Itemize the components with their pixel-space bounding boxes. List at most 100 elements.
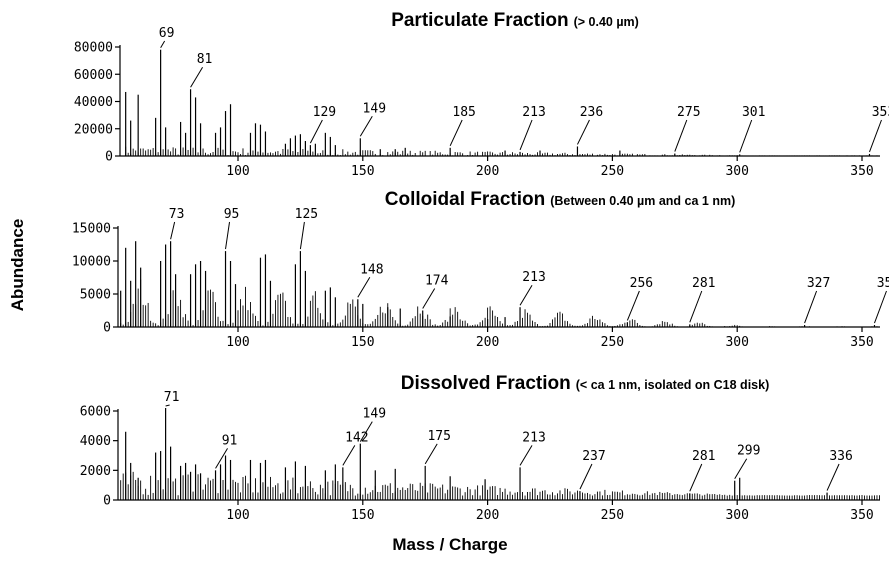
peak-label: 237: [582, 449, 605, 464]
peak-label: 301: [742, 105, 765, 120]
y-tick-label: 5000: [80, 288, 111, 303]
peak-label: 281: [692, 276, 715, 291]
x-tick-label: 100: [226, 508, 249, 523]
x-tick-label: 250: [601, 164, 624, 179]
peak-label: 275: [677, 105, 700, 120]
peak-leader-line: [689, 463, 703, 492]
y-tick-label: 40000: [74, 95, 113, 110]
peak-label: 355: [877, 276, 889, 291]
peak-leader-line: [519, 284, 533, 306]
x-tick-label: 350: [850, 335, 873, 350]
x-tick-label: 300: [725, 164, 748, 179]
x-tick-label: 300: [725, 335, 748, 350]
peak-label: 213: [522, 430, 545, 445]
peak-leader-line: [309, 119, 323, 144]
peak-leader-line: [359, 421, 373, 442]
peak-leader-line: [739, 119, 753, 153]
panel-title-3: Dissolved Fraction (< ca 1 nm, isolated o…: [401, 373, 769, 394]
x-tick-label: 200: [476, 164, 499, 179]
peak-label: 336: [829, 449, 852, 464]
peak-label: 149: [363, 407, 386, 422]
peak-label: 91: [222, 433, 238, 448]
panel-title-1: Particulate Fraction (> 0.40 µm): [391, 10, 639, 31]
y-tick-label: 80000: [74, 41, 113, 56]
panel-subtitle-text: (Between 0.40 µm and ca 1 nm): [550, 194, 735, 208]
peak-label: 236: [580, 105, 603, 120]
panel-title-2: Colloidal Fraction (Between 0.40 µm and c…: [385, 189, 736, 210]
y-tick-label: 6000: [80, 405, 111, 420]
peak-leader-line: [577, 119, 590, 145]
panel-title-text: Particulate Fraction: [391, 10, 568, 31]
peak-leader-line: [357, 277, 371, 298]
peak-label: 299: [737, 444, 760, 459]
peak-leader-line: [165, 404, 170, 407]
peak-label: 185: [452, 105, 475, 120]
x-tick-label: 350: [850, 508, 873, 523]
panel-title-text: Dissolved Fraction: [401, 373, 571, 394]
x-tick-label: 150: [351, 164, 374, 179]
x-tick-label: 250: [601, 335, 624, 350]
y-tick-label: 0: [103, 494, 111, 509]
peak-leader-line: [359, 116, 373, 137]
peak-leader-line: [626, 290, 640, 321]
peak-leader-line: [869, 119, 882, 153]
peak-label: 71: [164, 390, 180, 405]
y-tick-label: 60000: [74, 68, 113, 83]
x-tick-label: 150: [351, 335, 374, 350]
y-tick-label: 10000: [72, 255, 111, 270]
peak-leader-line: [225, 221, 231, 250]
panel-subtitle-text: (< ca 1 nm, isolated on C18 disk): [576, 378, 769, 392]
peak-leader-line: [449, 119, 463, 147]
peak-label: 129: [313, 105, 336, 120]
peak-label: 174: [425, 274, 449, 289]
peak-leader-line: [734, 458, 748, 479]
y-tick-label: 4000: [80, 434, 111, 449]
x-tick-label: 200: [476, 335, 499, 350]
x-tick-label: 300: [725, 508, 748, 523]
x-tick-label: 350: [850, 164, 873, 179]
peak-leader-line: [424, 443, 438, 465]
peak-leader-line: [422, 288, 436, 309]
peak-label: 327: [807, 276, 830, 291]
peak-label: 149: [363, 101, 386, 116]
peak-leader-line: [215, 448, 228, 469]
x-tick-label: 150: [351, 508, 374, 523]
peak-leader-line: [674, 119, 688, 152]
panel-title-text: Colloidal Fraction: [385, 189, 545, 210]
peak-leader-line: [299, 221, 305, 250]
y-tick-label: 0: [103, 321, 111, 336]
peak-label: 213: [522, 105, 545, 120]
peak-leader-line: [342, 445, 356, 466]
y-tick-label: 0: [105, 150, 113, 165]
y-tick-label: 2000: [80, 464, 111, 479]
peak-leader-line: [190, 66, 204, 88]
peak-label: 125: [295, 207, 318, 222]
peak-label: 73: [169, 207, 185, 222]
peak-leader-line: [160, 40, 166, 48]
peak-label: 281: [692, 449, 715, 464]
x-tick-label: 250: [601, 508, 624, 523]
peak-leader-line: [689, 290, 703, 323]
peak-leader-line: [519, 119, 533, 151]
peak-leader-line: [826, 463, 840, 491]
x-tick-label: 100: [226, 164, 249, 179]
y-tick-label: 15000: [72, 222, 111, 237]
peak-label: 175: [427, 429, 450, 444]
peak-leader-line: [804, 290, 818, 324]
y-tick-label: 20000: [74, 122, 113, 137]
x-tick-label: 100: [226, 335, 249, 350]
peak-label: 256: [630, 276, 653, 291]
peak-leader-line: [874, 290, 887, 324]
peak-label: 81: [197, 52, 213, 67]
peak-leader-line: [170, 221, 176, 240]
x-tick-label: 200: [476, 508, 499, 523]
peak-label: 142: [345, 430, 368, 445]
peak-leader-line: [579, 463, 593, 490]
peak-leader-line: [519, 445, 533, 466]
panel-subtitle-text: (> 0.40 µm): [574, 15, 639, 29]
peak-label: 148: [360, 262, 383, 277]
x-axis-label: Mass / Charge: [392, 535, 507, 554]
peak-label: 69: [159, 26, 175, 41]
